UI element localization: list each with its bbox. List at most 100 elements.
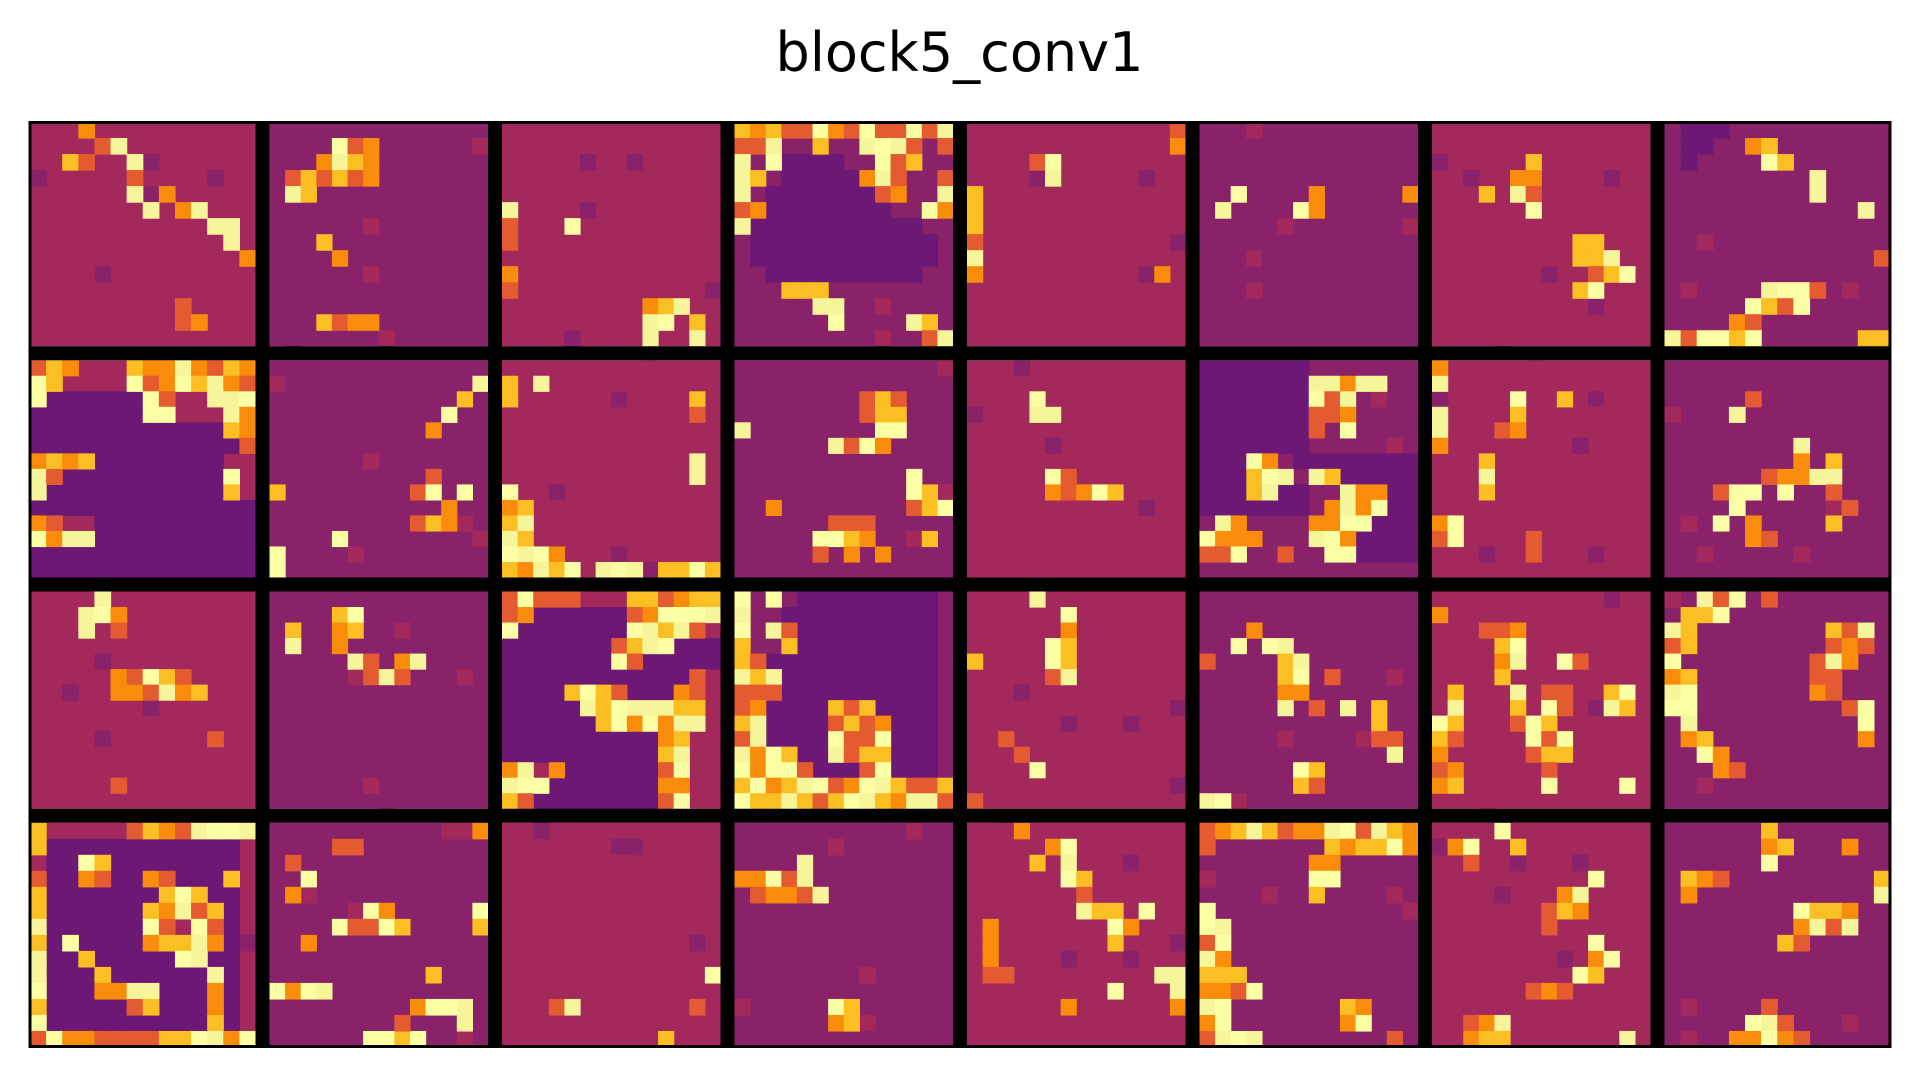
heatmap-cell-low <box>890 746 907 763</box>
heatmap-cell-high <box>689 468 706 485</box>
heatmap-cell-high <box>94 870 112 888</box>
heatmap-cell <box>1339 886 1357 904</box>
heatmap-cell <box>441 669 458 686</box>
heatmap-cell <box>1809 934 1827 952</box>
heatmap-cell-high <box>456 484 473 501</box>
heatmap-cell-high <box>1355 515 1372 532</box>
heatmap-cell-high <box>300 870 317 888</box>
heatmap-cell-high <box>750 122 767 139</box>
heatmap-cell-high <box>191 202 208 219</box>
heatmap-cell-low <box>502 653 519 670</box>
heatmap-cell-low <box>890 653 907 670</box>
heatmap-cell-high <box>1696 746 1714 763</box>
tile-r2-c7 <box>1664 591 1890 809</box>
heatmap-cell-low <box>906 218 923 235</box>
heatmap-cell-high <box>1246 530 1263 548</box>
heatmap-cell <box>1556 950 1574 968</box>
heatmap-cell <box>239 934 257 952</box>
heatmap-cell-low <box>1230 499 1247 517</box>
heatmap-cell-low <box>796 154 814 171</box>
heatmap-cell-high <box>378 918 395 936</box>
heatmap-cell-high <box>611 715 628 732</box>
heatmap-cell-low <box>126 422 144 439</box>
heatmap-cell-high <box>1857 622 1875 639</box>
heatmap-cell-low <box>207 838 224 856</box>
heatmap-cell-low <box>906 638 923 655</box>
heatmap-cell-low <box>611 793 628 810</box>
heatmap-cell-high <box>191 950 208 968</box>
heatmap-cell-low <box>859 669 876 686</box>
heatmap-cell <box>626 838 644 856</box>
heatmap-cell <box>1138 170 1155 187</box>
heatmap-cell-low <box>564 746 581 763</box>
heatmap-cell <box>1432 154 1449 171</box>
heatmap-cell-high <box>1324 854 1341 872</box>
heatmap-cell-low <box>94 391 112 408</box>
heatmap-cell-high <box>890 406 907 423</box>
heatmap-cell-low <box>191 499 208 517</box>
heatmap-cell-low <box>796 731 814 748</box>
heatmap-cell-high <box>517 607 534 624</box>
heatmap-cell-high <box>812 546 829 563</box>
heatmap-cell-high <box>1728 406 1746 423</box>
heatmap-cell-low <box>859 638 876 655</box>
heatmap-cell-low <box>595 777 612 794</box>
heatmap-cell-low <box>239 515 257 532</box>
heatmap-cell-low <box>564 669 581 686</box>
heatmap-cell <box>1013 154 1031 171</box>
heatmap-cell-high <box>1076 886 1093 904</box>
heatmap-cell-low <box>1402 546 1419 563</box>
heatmap-cell-high <box>1060 870 1077 888</box>
heatmap-cell-high <box>1603 250 1620 267</box>
heatmap-cell-high <box>1664 622 1682 639</box>
heatmap-cell-high <box>1494 422 1511 439</box>
heatmap-cell-low <box>110 950 128 968</box>
heatmap-cell-low <box>174 437 192 454</box>
heatmap-cell-high <box>441 499 458 517</box>
heatmap-cell-low <box>126 515 144 532</box>
heatmap-cell-high <box>110 669 128 686</box>
heatmap-cell-high <box>1619 700 1636 717</box>
heatmap-cell <box>1664 746 1682 763</box>
heatmap-cell-low <box>1308 453 1325 470</box>
heatmap-cell-low <box>1199 468 1216 485</box>
heatmap-cell-low <box>874 202 892 219</box>
heatmap-cell-high <box>110 138 128 155</box>
heatmap-cell-high <box>1277 653 1294 670</box>
heatmap-cell <box>1825 499 1843 517</box>
heatmap-cell <box>363 777 380 794</box>
heatmap-cell-high <box>110 982 128 1000</box>
heatmap-cell-high <box>30 966 47 984</box>
heatmap-cell-high <box>502 622 519 639</box>
heatmap-cell-low <box>62 561 79 579</box>
heatmap-cell-high <box>658 793 675 810</box>
heatmap-cell-high <box>191 918 208 936</box>
heatmap-cell-high <box>223 870 240 888</box>
heatmap-cell-high <box>1873 330 1891 347</box>
heatmap-cell-high <box>734 218 751 235</box>
heatmap-cell-high <box>30 918 47 936</box>
heatmap-cell-high <box>30 391 47 408</box>
heatmap-cell-high <box>859 746 876 763</box>
heatmap-cell-high <box>1386 1030 1403 1048</box>
heatmap-cell-low <box>906 762 923 779</box>
tile-r2-c2 <box>502 591 722 810</box>
heatmap-cell <box>1432 391 1449 408</box>
heatmap-cell-low <box>548 638 566 655</box>
heatmap-cell-high <box>1060 653 1077 670</box>
heatmap-cell-low <box>843 684 860 701</box>
heatmap-cell-high <box>1745 1030 1762 1048</box>
heatmap-cell <box>1841 282 1859 299</box>
heatmap-cell-low <box>533 622 550 639</box>
heatmap-cell-low <box>921 622 938 639</box>
heatmap-cell-high <box>1355 499 1372 517</box>
heatmap-cell-low <box>94 950 112 968</box>
heatmap-cell <box>689 422 706 439</box>
heatmap-cell-low <box>517 731 534 748</box>
heatmap-cell-high <box>158 186 176 203</box>
heatmap-cell-low <box>191 998 208 1016</box>
heatmap-cell-high <box>1793 437 1811 454</box>
heatmap-cell-low <box>207 484 224 501</box>
heatmap-cell-high <box>94 854 112 872</box>
heatmap-cell-high <box>533 375 550 392</box>
